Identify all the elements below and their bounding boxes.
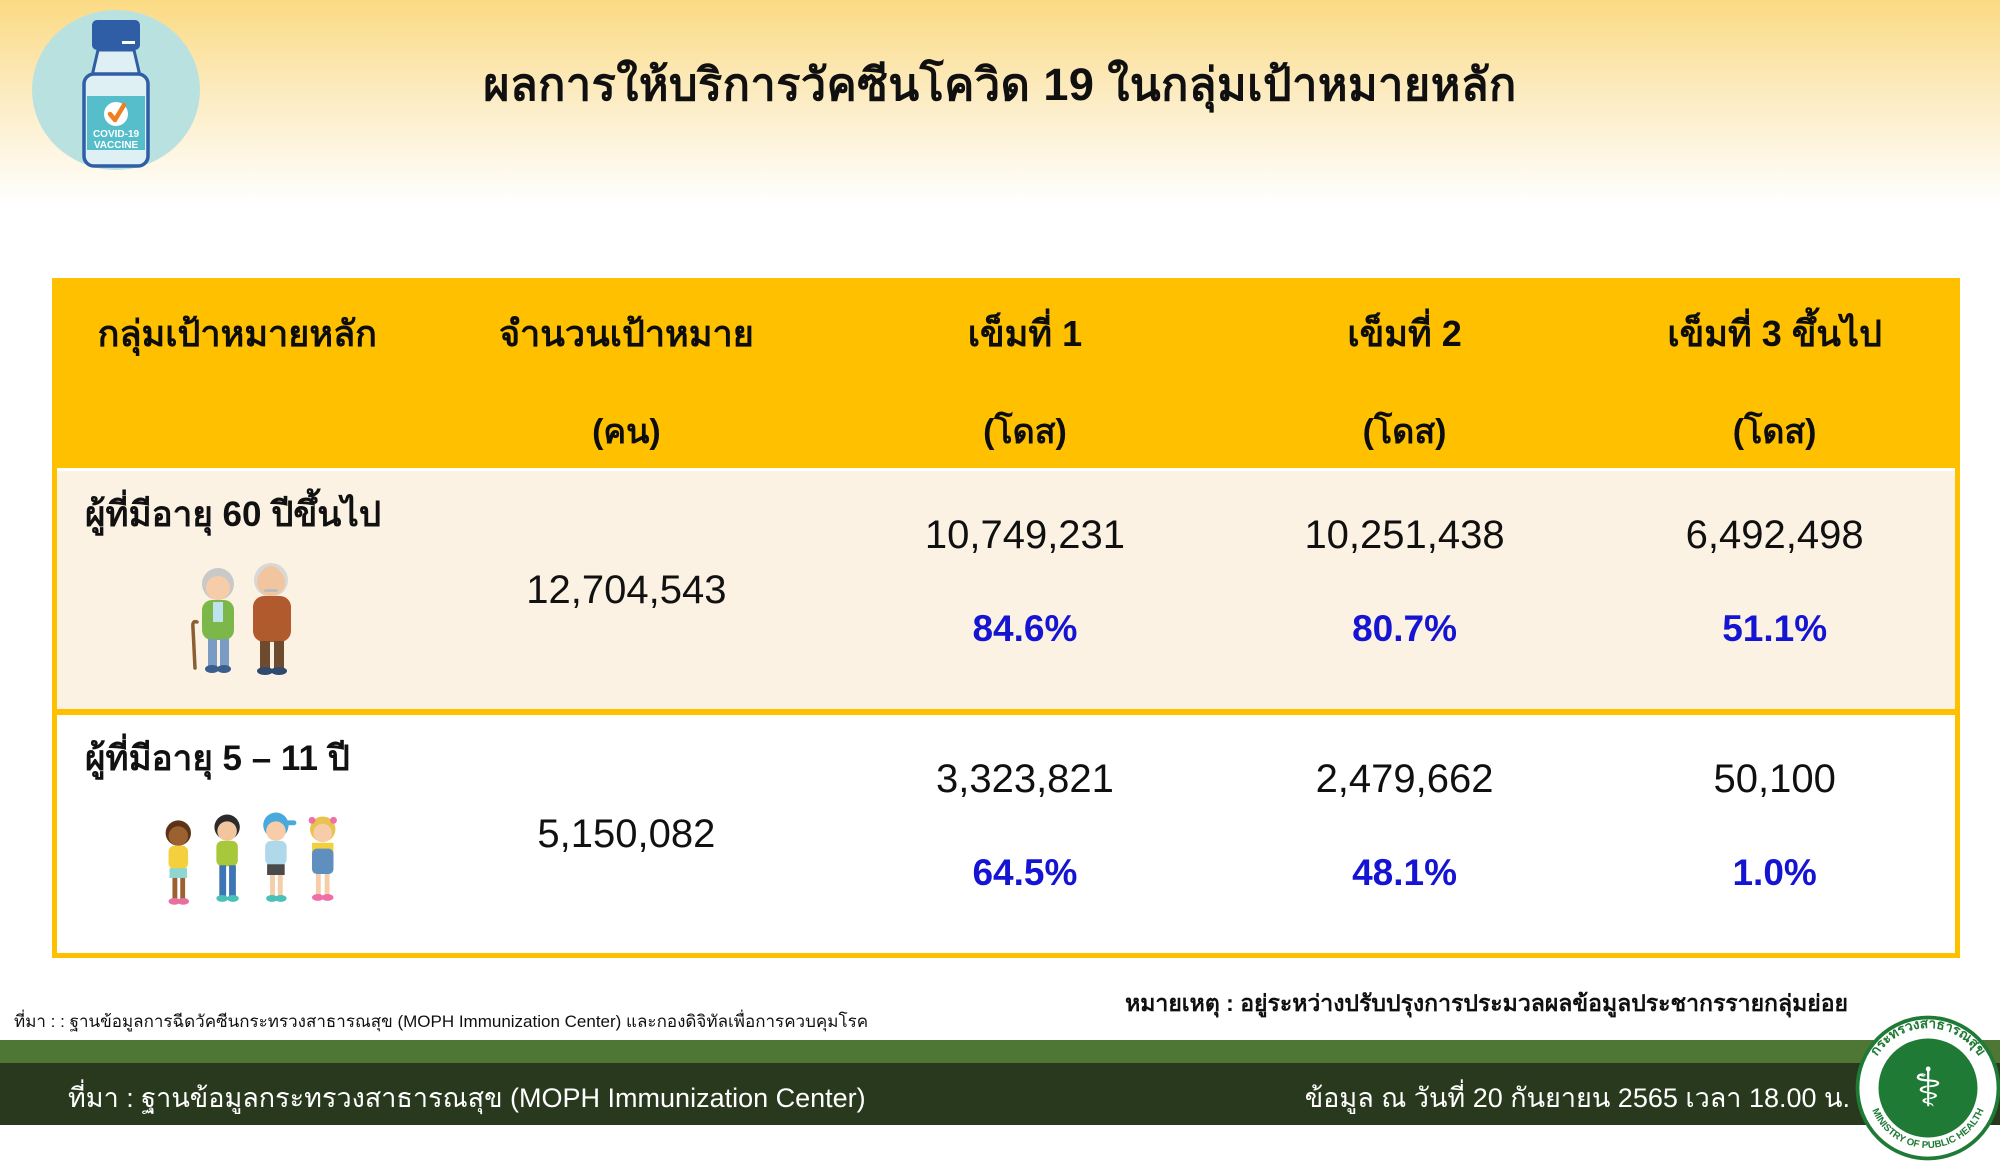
target-value: 5,150,082 (537, 811, 716, 856)
dose2-percent: 80.7% (1352, 608, 1457, 649)
col-header-label: จำนวนเป้าหมาย (498, 313, 754, 354)
dose2-cell: 10,251,438 80.7% (1215, 471, 1595, 709)
footer-accent-strip (0, 1040, 2000, 1063)
dose1-percent: 64.5% (972, 852, 1078, 893)
source-footnote: ที่มา : : ฐานข้อมูลการฉีดวัคซีนกระทรวงสา… (14, 1012, 869, 1031)
col-header-dose3: เข็มที่ 3 ขึ้นไป (โดส) (1594, 283, 1955, 468)
col-header-target: จำนวนเป้าหมาย (คน) (418, 283, 836, 468)
logo-line1: COVID-19 (93, 129, 140, 140)
table-row: ผู้ที่มีอายุ 5 – 11 ปี (57, 715, 1955, 953)
dose2-cell: 2,479,662 48.1% (1215, 715, 1595, 953)
col-header-label: เข็มที่ 3 ขึ้นไป (1667, 313, 1882, 354)
group-label: ผู้ที่มีอายุ 60 ปีขึ้นไป (85, 495, 382, 534)
col-header-unit: (คน) (592, 413, 661, 451)
dose1-cell: 10,749,231 84.6% (835, 471, 1215, 709)
col-header-unit: (โดส) (983, 413, 1067, 451)
col-header-dose1: เข็มที่ 1 (โดส) (835, 283, 1215, 468)
col-header-dose2: เข็มที่ 2 (โดส) (1215, 283, 1595, 468)
dose3-cell: 50,100 1.0% (1594, 715, 1955, 953)
group-label: ผู้ที่มีอายุ 5 – 11 ปี (85, 739, 350, 778)
dose2-percent: 48.1% (1352, 852, 1457, 893)
moph-seal: กระทรวงสาธารณสุข MINISTRY OF PUBLIC HEAL… (1853, 1013, 2000, 1163)
group-cell-5to11: ผู้ที่มีอายุ 5 – 11 ปี (57, 715, 418, 953)
dose1-count: 3,323,821 (935, 757, 1114, 801)
dose1-cell: 3,323,821 64.5% (835, 715, 1215, 953)
col-header-label: กลุ่มเป้าหมายหลัก (97, 313, 377, 354)
title-banner (0, 0, 2000, 205)
dose3-count: 50,100 (1713, 757, 1836, 801)
dose3-percent: 51.1% (1722, 608, 1828, 649)
col-header-label: เข็มที่ 1 (967, 313, 1083, 354)
remark-footnote: หมายเหตุ : อยู่ระหว่างปรับปรุงการประมวลผ… (1125, 990, 1848, 1016)
dose2-count: 10,251,438 (1304, 513, 1505, 557)
ministry-of-public-health-seal-icon: กระทรวงสาธารณสุข MINISTRY OF PUBLIC HEAL… (1855, 1015, 2000, 1161)
covid-vaccine-logo: COVID-19 VACCINE (28, 4, 200, 172)
dose1-count: 10,749,231 (924, 513, 1126, 557)
footer-data-asof: ข้อมูล ณ วันที่ 20 กันยายน 2565 เวลา 18.… (1304, 1083, 1850, 1113)
target-value: 12,704,543 (526, 567, 727, 612)
dose3-percent: 1.0% (1732, 852, 1817, 893)
table-row: ผู้ที่มีอายุ 60 ปีขึ้นไป (57, 468, 1955, 715)
vaccine-vial-icon: COVID-19 VACCINE (32, 10, 200, 170)
page-title: ผลการให้บริการวัคซีนโควิด 19 ในกลุ่มเป้า… (483, 59, 1517, 110)
footer-source: ที่มา : ฐานข้อมูลกระทรวงสาธารณสุข (MOPH … (68, 1083, 866, 1113)
dose3-count: 6,492,498 (1685, 513, 1864, 557)
elderly-couple-icon (191, 563, 292, 675)
group-cell-60plus: ผู้ที่มีอายุ 60 ปีขึ้นไป (57, 471, 418, 709)
children-icon (165, 812, 337, 905)
col-header-unit: (โดส) (1362, 413, 1447, 451)
table-header-row: กลุ่มเป้าหมายหลัก จำนวนเป้าหมาย (คน) เข็… (57, 283, 1955, 468)
col-header-group: กลุ่มเป้าหมายหลัก (57, 283, 418, 468)
caduceus-icon: ⚕ (1913, 1058, 1942, 1118)
col-header-unit: (โดส) (1732, 413, 1817, 451)
dose1-percent: 84.6% (972, 608, 1078, 649)
logo-line2: VACCINE (94, 140, 139, 151)
vaccination-table: กลุ่มเป้าหมายหลัก จำนวนเป้าหมาย (คน) เข็… (52, 278, 1960, 958)
dose3-cell: 6,492,498 51.1% (1594, 471, 1955, 709)
dose2-count: 2,479,662 (1315, 757, 1494, 801)
col-header-label: เข็มที่ 2 (1347, 313, 1462, 354)
footer-bar: ที่มา : ฐานข้อมูลกระทรวงสาธารณสุข (MOPH … (0, 1063, 2000, 1125)
